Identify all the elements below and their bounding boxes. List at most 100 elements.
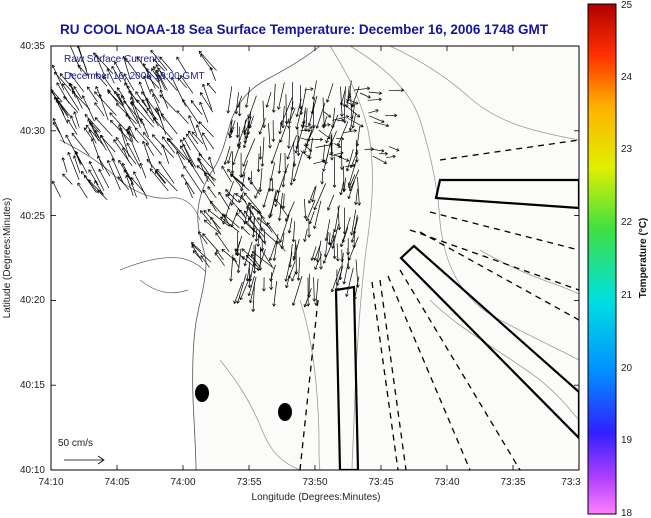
current-vector (146, 158, 166, 184)
current-vector (229, 126, 235, 139)
current-vector (337, 155, 350, 162)
current-vector-head (298, 152, 301, 156)
current-vector-head (117, 176, 121, 179)
current-vector-head (351, 232, 354, 236)
colorbar-tick-label: 23 (621, 144, 633, 155)
current-vector-head (203, 219, 206, 223)
current-vector (368, 109, 379, 114)
current-vector-head (237, 113, 240, 117)
current-vector (155, 64, 166, 81)
current-vector-head (244, 210, 248, 213)
current-vector-head (49, 87, 50, 90)
current-vector-head (248, 177, 252, 180)
current-vector-head (135, 91, 139, 94)
current-vector (202, 233, 218, 251)
current-vector (336, 265, 344, 286)
current-vector (124, 57, 140, 78)
current-vector (139, 162, 147, 179)
current-vector (143, 132, 163, 156)
current-vector-head (244, 263, 248, 267)
current-vector (159, 56, 173, 73)
current-vector (322, 144, 326, 163)
current-vector (249, 276, 257, 303)
current-vector-head (355, 159, 358, 163)
current-vector-head (100, 134, 104, 138)
current-vector (240, 195, 254, 216)
current-vector-head (358, 202, 362, 206)
current-vector-head (236, 269, 239, 273)
current-vector-head (307, 128, 311, 131)
current-vector-head (273, 109, 276, 113)
current-vector-head (268, 215, 272, 219)
current-vector-head (119, 127, 123, 130)
current-vector-head (339, 154, 343, 158)
current-vector (208, 156, 215, 174)
current-vector-head (227, 168, 231, 171)
current-vector-head (303, 151, 307, 154)
current-vector-head (241, 226, 245, 228)
current-vector-head (307, 122, 310, 126)
current-vector (323, 111, 331, 118)
current-vector-head (316, 126, 320, 129)
current-vector (282, 174, 285, 188)
current-vector (156, 70, 168, 91)
current-vector (230, 173, 246, 187)
current-vector-head (244, 135, 247, 139)
x-tick-label: 74:10 (38, 477, 63, 488)
current-vector-head (281, 184, 284, 188)
current-vector (326, 83, 334, 103)
current-vector (229, 119, 233, 136)
current-vector-head (54, 72, 56, 76)
current-vector-head (272, 257, 275, 261)
current-vector-head (252, 234, 256, 238)
current-vector (270, 162, 276, 181)
current-vector (373, 121, 389, 127)
current-vector-head (329, 152, 332, 155)
current-vector-head (311, 96, 314, 100)
current-vector-head (258, 169, 261, 173)
current-vector-head (248, 116, 251, 119)
current-vector-head (240, 226, 243, 230)
current-vector-head (95, 73, 99, 75)
current-vector (231, 192, 235, 206)
current-vector-head (310, 111, 313, 115)
current-vector-head (127, 142, 130, 145)
current-vector-head (186, 133, 190, 136)
current-vector-head (155, 170, 159, 173)
current-vector-head (56, 97, 60, 100)
current-vector-head (160, 89, 164, 92)
current-vector (94, 91, 117, 116)
current-vector-head (152, 58, 156, 61)
current-vector-head (269, 145, 272, 149)
current-vector-head (310, 87, 314, 90)
current-vector (271, 139, 281, 164)
current-vector-head (227, 193, 229, 197)
current-vector (346, 149, 354, 172)
current-vector-head (231, 203, 234, 206)
current-vector (356, 148, 358, 163)
current-vector-head (243, 140, 246, 144)
current-vector-head (128, 125, 132, 128)
current-vector-head (370, 147, 374, 150)
current-vector (160, 113, 178, 135)
current-vector-head (355, 143, 358, 147)
current-vector-head (331, 289, 335, 293)
current-vector (340, 86, 343, 117)
colorbar-tick-label: 18 (621, 508, 633, 518)
current-vector-head (234, 248, 236, 253)
current-vector (107, 89, 118, 103)
current-vector-head (310, 125, 313, 129)
temperature-colorbar: 25 24 23 22 21 20 19 18 Temperature (°C) (587, 0, 649, 518)
current-vector (91, 138, 104, 170)
current-vector (116, 87, 126, 100)
y-tick-label: 40:10 (20, 465, 45, 476)
current-vector-head (323, 261, 327, 264)
current-vector-head (182, 143, 186, 147)
current-vector-head (123, 56, 126, 59)
current-vector-head (270, 160, 272, 164)
current-vector-head (237, 301, 240, 304)
current-vector-head (313, 125, 316, 128)
current-vector-head (51, 87, 53, 89)
current-vector-head (98, 94, 100, 98)
current-vector-head (307, 303, 311, 307)
